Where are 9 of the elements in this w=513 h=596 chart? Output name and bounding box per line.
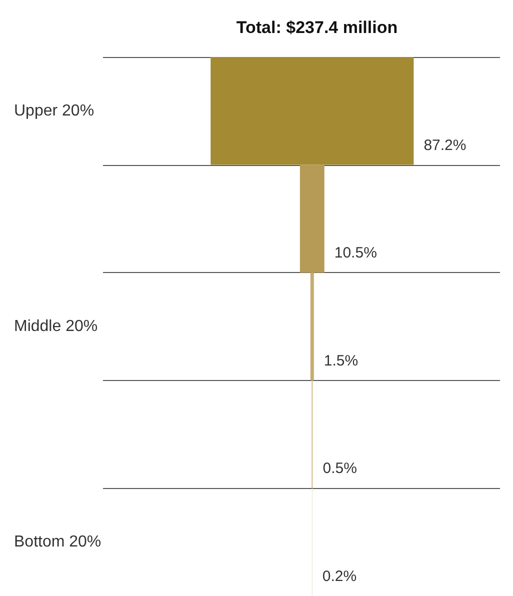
category-label: Bottom 20% <box>14 534 102 551</box>
category-label: Upper 20% <box>14 102 94 120</box>
data-label: 87.2% <box>424 136 466 154</box>
data-label: 0.2% <box>322 568 357 585</box>
data-label: 10.5% <box>334 244 377 262</box>
text: Total: $237.4 million <box>236 18 398 37</box>
data-label: 1.5% <box>324 352 358 370</box>
data-label: 0.5% <box>322 460 357 478</box>
category-label: Middle 20% <box>14 318 98 335</box>
